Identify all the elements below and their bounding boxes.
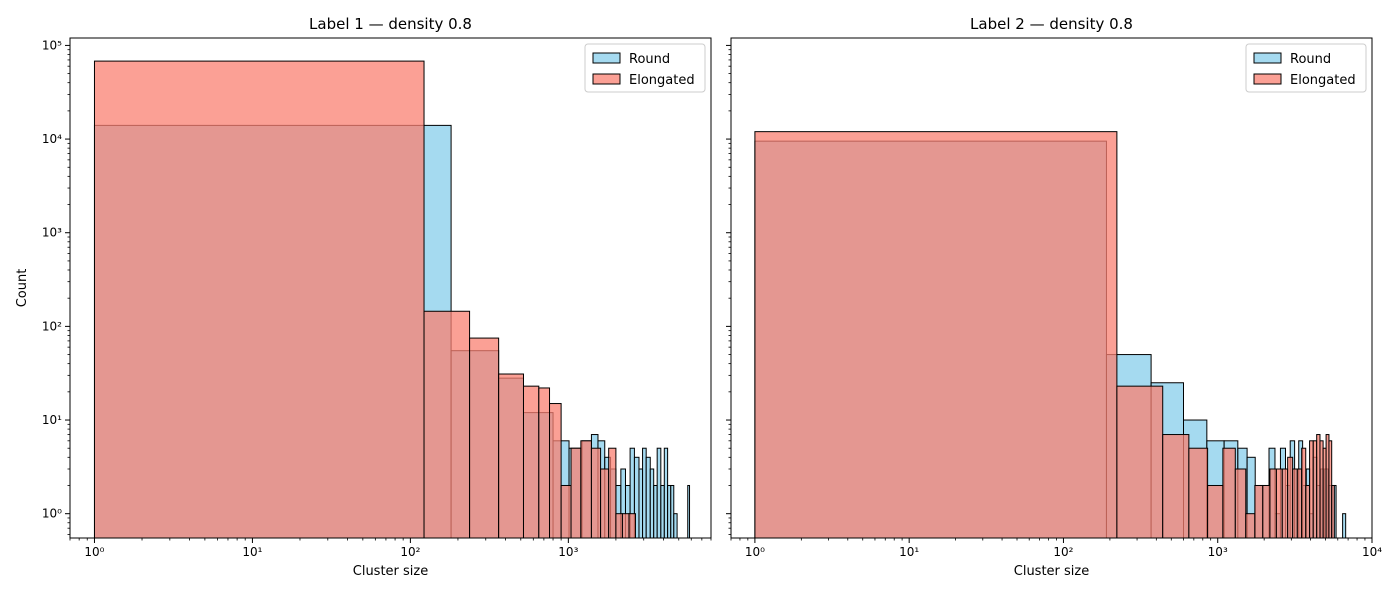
bar-elongated	[570, 447, 582, 538]
subplot-label-1: 10⁰ 10¹ 10² 10³ 10⁰ 10¹ 10² 10³ 10⁴ 10⁵ Label 1 — …	[15, 15, 712, 579]
bar-elongated	[1292, 468, 1298, 538]
x-tick-label: 10⁰	[84, 545, 104, 559]
x-tick-label: 10¹	[899, 545, 919, 559]
bar-elongated	[1296, 468, 1303, 538]
bar-round	[687, 484, 691, 538]
legend-label-round: Round	[629, 52, 670, 67]
chart-title: Label 2 — density 0.8	[970, 15, 1133, 33]
y-tick-label: 10³	[42, 226, 62, 240]
bar-round	[649, 468, 655, 538]
legend-swatch-round	[1253, 52, 1282, 64]
bar-elongated	[1301, 447, 1307, 538]
bar-elongated	[93, 60, 425, 538]
bar-elongated	[1305, 484, 1311, 538]
y-tick-label: 10²	[42, 319, 62, 333]
y-tick-label: 10⁰	[42, 507, 62, 521]
bar-elongated	[560, 484, 572, 538]
legend-swatch-elongated	[1253, 73, 1282, 85]
bar-elongated	[522, 385, 540, 538]
legend: Round Elongated	[1245, 43, 1367, 93]
legend: Round Elongated	[584, 43, 706, 93]
axes-frame	[69, 37, 712, 539]
bar-elongated	[754, 131, 1118, 538]
bar-round	[642, 447, 647, 538]
series-elongated	[93, 60, 636, 538]
bar-elongated	[423, 310, 471, 538]
bar-elongated	[1275, 468, 1283, 538]
bar-round	[1342, 513, 1347, 538]
y-axis-label: Count	[15, 269, 30, 308]
bar-elongated	[608, 447, 617, 538]
bar-elongated	[1207, 484, 1224, 538]
x-tick-label: 10⁰	[745, 545, 765, 559]
bar-elongated	[1116, 385, 1164, 538]
bar-elongated	[1309, 440, 1314, 538]
bar-elongated	[1269, 468, 1277, 538]
bar-elongated	[1312, 440, 1318, 538]
bar-round	[673, 513, 678, 538]
x-tick-label: 10²	[400, 545, 420, 559]
bar-elongated	[1281, 468, 1289, 538]
x-tick-label: 10³	[1208, 545, 1228, 559]
x-tick-label: 10³	[558, 545, 578, 559]
bar-elongated	[1331, 484, 1335, 538]
bar-elongated	[580, 440, 592, 538]
bar-elongated	[549, 403, 562, 538]
bar-elongated	[1188, 447, 1209, 538]
legend-label-elongated: Elongated	[629, 73, 695, 88]
bars-group	[754, 131, 1347, 538]
y-tick-label: 10⁴	[42, 132, 62, 146]
series-elongated	[754, 131, 1335, 538]
bar-elongated	[1162, 434, 1190, 538]
bar-round	[656, 447, 662, 538]
subplot-label-2: 10⁰ 10¹ 10² 10³ 10⁴ Label 2 — density 0.8 Clus…	[726, 15, 1382, 579]
axes-frame	[730, 37, 1373, 539]
bar-elongated	[538, 387, 551, 538]
bar-elongated	[628, 513, 636, 538]
bar-round	[653, 484, 658, 538]
bar-elongated	[621, 513, 630, 538]
legend-swatch-elongated	[592, 73, 621, 85]
bars-group	[93, 60, 691, 538]
x-tick-label: 10⁴	[1362, 545, 1382, 559]
legend-label-round: Round	[1290, 52, 1331, 67]
y-tick-label: 10¹	[42, 413, 62, 427]
bar-round	[660, 484, 665, 538]
y-tick-label: 10⁵	[42, 38, 62, 52]
x-axis-label: Cluster size	[1014, 564, 1089, 579]
bar-elongated	[600, 468, 610, 538]
x-axis-label: Cluster size	[353, 564, 428, 579]
legend-label-elongated: Elongated	[1290, 73, 1356, 88]
x-tick-label: 10¹	[242, 545, 262, 559]
bar-elongated	[1287, 456, 1294, 538]
chart-title: Label 1 — density 0.8	[309, 15, 472, 33]
legend-swatch-round	[592, 52, 621, 64]
bar-elongated	[1222, 447, 1236, 538]
bar-elongated	[498, 373, 524, 538]
bar-round	[638, 468, 644, 538]
bar-elongated	[1254, 484, 1264, 538]
bar-elongated	[615, 513, 623, 538]
bar-round	[645, 456, 651, 538]
x-tick-label: 10²	[1053, 545, 1073, 559]
bar-elongated	[1234, 468, 1247, 538]
bar-elongated	[590, 447, 602, 538]
bar-elongated	[469, 337, 500, 538]
bar-elongated	[1262, 484, 1271, 538]
bar-elongated	[1245, 513, 1256, 538]
